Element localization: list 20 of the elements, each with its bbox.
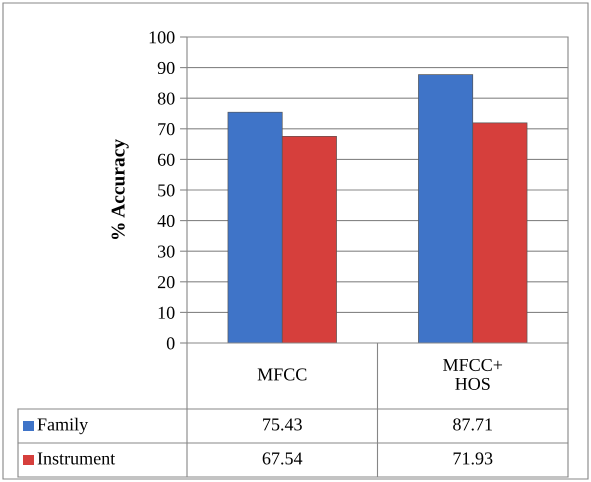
y-tick-label: 20 [158,276,175,288]
y-axis-title: % Accuracy [112,139,129,240]
data-label: 87.71 [453,418,492,431]
data-label: 67.54 [262,452,302,465]
y-tick-label: 60 [158,154,175,166]
y-tick-label: 0 [166,337,175,350]
legend-label: Instrument [38,452,116,465]
x-tick-label: MFCC [258,368,306,381]
y-tick-label: 80 [158,92,175,105]
y-tick-label: 10 [158,306,175,319]
y-tick-label: 90 [158,62,175,74]
data-label: 71.93 [454,452,492,465]
data-label: 75.43 [263,418,302,431]
y-tick-label: 50 [158,184,175,196]
y-tick-label: 100 [150,31,175,44]
legend-label: Family [38,418,88,434]
y-tick-label: 40 [157,214,175,228]
y-tick-label: 30 [158,245,175,258]
x-tick-label: MFCC+ HOS [443,358,502,390]
y-tick-label: 70 [158,123,175,136]
